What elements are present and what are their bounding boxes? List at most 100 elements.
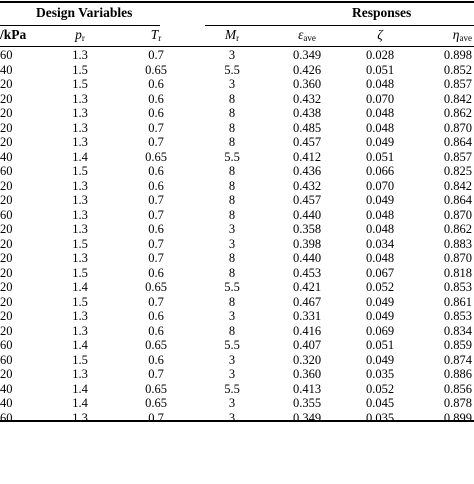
table-row: 20 1.3 0.6 8 0.432 0.070 0.842 xyxy=(0,92,474,107)
cell-pressure: 60 xyxy=(0,164,13,178)
cell-zeta: 0.052 xyxy=(365,280,395,294)
cell-zeta: 0.048 xyxy=(365,106,395,120)
cell-tr: 0.6 xyxy=(148,309,164,323)
cell-tr: 0.6 xyxy=(148,178,164,193)
cell-zeta: 0.069 xyxy=(365,323,395,338)
cell-zeta: 0.049 xyxy=(365,294,395,309)
cell-eta-ave: 0.852 xyxy=(443,62,472,77)
cell-epsilon-ave: 0.467 xyxy=(292,294,322,309)
cell-eta-ave: 0.834 xyxy=(443,323,472,338)
cell-epsilon-ave: 0.360 xyxy=(292,367,322,381)
cell-pressure: 40 xyxy=(0,62,13,77)
cell-mr: 5.5 xyxy=(224,280,240,294)
cell-tr: 0.65 xyxy=(145,280,167,294)
header-rule xyxy=(0,46,474,47)
table-row: 20 1.5 0.6 8 0.453 0.067 0.818 xyxy=(0,266,474,281)
cell-eta-ave: 0.856 xyxy=(443,381,472,396)
cell-epsilon-ave: 0.485 xyxy=(292,120,322,135)
table-row: 20 1.5 0.7 3 0.398 0.034 0.883 xyxy=(0,237,474,252)
table-row: 20 1.5 0.6 3 0.360 0.048 0.857 xyxy=(0,77,474,92)
cell-pr: 1.3 xyxy=(72,106,88,120)
cell-pr: 1.4 xyxy=(72,149,88,164)
cell-pressure: 20 xyxy=(0,294,13,309)
table-row: 20 1.3 0.6 3 0.331 0.049 0.853 xyxy=(0,309,474,324)
cell-pressure: 60 xyxy=(0,48,13,62)
cell-pressure: 20 xyxy=(0,280,13,294)
cell-eta-ave: 0.859 xyxy=(443,338,472,352)
cell-zeta: 0.049 xyxy=(365,309,395,323)
table-row: 20 1.3 0.7 8 0.457 0.049 0.864 xyxy=(0,193,474,208)
cell-eta-ave: 0.899 xyxy=(443,410,472,425)
cell-mr: 3 xyxy=(228,236,236,251)
cell-eta-ave: 0.864 xyxy=(443,135,472,149)
column-header-eta-ave: ηave xyxy=(452,27,472,43)
cell-mr: 8 xyxy=(228,135,236,149)
cell-epsilon-ave: 0.432 xyxy=(292,178,322,193)
cell-epsilon-ave: 0.349 xyxy=(292,410,322,425)
cell-eta-ave: 0.864 xyxy=(443,193,472,207)
cell-tr: 0.6 xyxy=(148,91,164,106)
cell-pressure: 20 xyxy=(0,323,13,338)
cell-pressure: 60 xyxy=(0,338,13,352)
cell-epsilon-ave: 0.412 xyxy=(292,149,322,164)
cell-eta-ave: 0.842 xyxy=(443,178,472,193)
cell-eta-ave: 0.842 xyxy=(443,91,472,106)
table-row: 20 1.3 0.7 3 0.360 0.035 0.886 xyxy=(0,367,474,382)
cell-zeta: 0.049 xyxy=(365,135,395,149)
table-row: 40 1.4 0.65 5.5 0.412 0.051 0.857 xyxy=(0,150,474,165)
cell-epsilon-ave: 0.421 xyxy=(292,280,322,294)
cell-pr: 1.3 xyxy=(72,135,88,149)
cell-mr: 8 xyxy=(228,323,236,338)
cell-epsilon-ave: 0.438 xyxy=(292,106,322,120)
cell-tr: 0.65 xyxy=(145,381,167,396)
cell-pressure: 60 xyxy=(0,352,13,367)
cell-pressure: 20 xyxy=(0,135,13,149)
cell-mr: 8 xyxy=(228,106,236,120)
cell-tr: 0.7 xyxy=(148,236,164,251)
cell-eta-ave: 0.857 xyxy=(443,149,472,164)
cell-tr: 0.7 xyxy=(148,193,164,207)
cell-pr: 1.3 xyxy=(72,367,88,381)
cell-zeta: 0.049 xyxy=(365,193,395,207)
cell-pressure: 60 xyxy=(0,410,13,425)
cell-mr: 5.5 xyxy=(224,338,240,352)
cell-eta-ave: 0.861 xyxy=(443,294,472,309)
cell-zeta: 0.048 xyxy=(365,120,395,135)
cell-pr: 1.4 xyxy=(72,280,88,294)
cell-epsilon-ave: 0.358 xyxy=(292,222,322,236)
cell-epsilon-ave: 0.331 xyxy=(292,309,322,323)
cell-zeta: 0.048 xyxy=(365,222,395,236)
column-header-tr: Tr xyxy=(150,27,162,43)
cell-zeta: 0.070 xyxy=(365,91,395,106)
cell-eta-ave: 0.874 xyxy=(443,352,472,367)
cell-zeta: 0.034 xyxy=(365,236,395,251)
table-row: 40 1.4 0.65 5.5 0.413 0.052 0.856 xyxy=(0,382,474,397)
cell-mr: 5.5 xyxy=(224,62,240,77)
table-row: 60 1.3 0.7 8 0.440 0.048 0.870 xyxy=(0,208,474,223)
cell-eta-ave: 0.862 xyxy=(443,222,472,236)
cell-pr: 1.5 xyxy=(72,62,88,77)
cell-zeta: 0.066 xyxy=(365,164,395,178)
cell-pressure: 20 xyxy=(0,106,13,120)
table-row: 20 1.3 0.6 3 0.358 0.048 0.862 xyxy=(0,222,474,237)
cell-zeta: 0.051 xyxy=(365,62,395,77)
group-header-design-variables: Design Variables xyxy=(36,5,133,20)
cell-pressure: 60 xyxy=(0,207,13,222)
cell-pr: 1.3 xyxy=(72,323,88,338)
cell-mr: 5.5 xyxy=(224,149,240,164)
cell-zeta: 0.028 xyxy=(365,48,395,62)
cell-pressure: 40 xyxy=(0,396,13,410)
cell-pressure: 20 xyxy=(0,367,13,381)
cell-epsilon-ave: 0.440 xyxy=(292,207,322,222)
cell-epsilon-ave: 0.426 xyxy=(292,62,322,77)
cell-pr: 1.4 xyxy=(72,338,88,352)
cell-tr: 0.6 xyxy=(148,222,164,236)
cell-pressure: 20 xyxy=(0,77,13,91)
cell-mr: 3 xyxy=(228,367,236,381)
cell-mr: 8 xyxy=(228,91,236,106)
cell-mr: 5.5 xyxy=(224,381,240,396)
cell-epsilon-ave: 0.457 xyxy=(292,135,322,149)
cell-pr: 1.3 xyxy=(72,222,88,236)
cell-tr: 0.7 xyxy=(148,367,164,381)
cell-zeta: 0.035 xyxy=(365,367,395,381)
